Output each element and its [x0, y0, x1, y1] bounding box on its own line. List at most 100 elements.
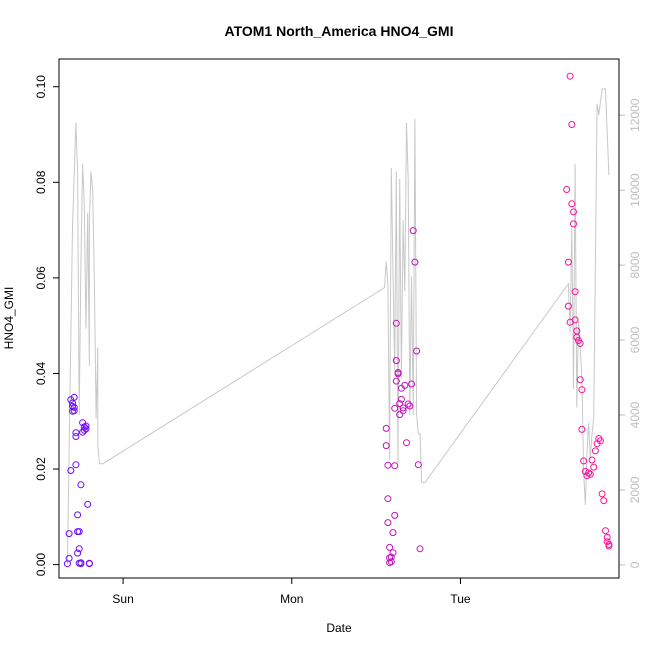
data-point — [384, 519, 392, 527]
data-point — [598, 490, 606, 498]
y2-tick-label: 6000 — [628, 326, 642, 353]
data-point — [605, 542, 613, 550]
data-point — [65, 554, 73, 562]
data-point — [580, 457, 588, 465]
data-point — [65, 530, 73, 538]
data-point — [568, 121, 576, 128]
data-point — [67, 467, 75, 474]
data-point — [382, 424, 390, 432]
data-point — [568, 200, 576, 208]
data-point — [70, 403, 78, 411]
altitude-line — [66, 88, 610, 565]
data-point — [80, 426, 88, 434]
data-point — [578, 386, 586, 394]
data-point — [571, 288, 579, 296]
data-point — [77, 559, 85, 567]
data-point — [566, 72, 574, 80]
plot-frame — [58, 58, 620, 579]
data-point — [396, 400, 404, 408]
data-point — [80, 423, 88, 431]
y2-tick-label: 8000 — [628, 251, 642, 278]
data-point — [399, 404, 407, 412]
x-tick-label: Tue — [450, 592, 471, 606]
data-point — [406, 402, 414, 410]
data-point — [69, 402, 76, 410]
data-point — [585, 469, 593, 477]
points-layer — [63, 72, 613, 568]
data-point — [75, 545, 83, 553]
data-point — [564, 302, 572, 310]
data-point — [386, 543, 394, 551]
y2-tick-label: 4000 — [628, 401, 642, 428]
data-point — [591, 447, 599, 455]
data-point — [576, 339, 584, 347]
data-point — [72, 461, 80, 469]
altitude-line-layer — [66, 88, 610, 565]
data-point — [387, 558, 395, 566]
data-point — [392, 377, 400, 385]
data-point — [409, 227, 417, 235]
data-point — [401, 381, 409, 389]
data-point — [387, 553, 395, 561]
chart-title: ATOM1 North_America HNO4_GMI — [225, 23, 454, 39]
data-point — [590, 463, 598, 471]
data-point — [70, 407, 78, 415]
data-point — [563, 186, 571, 193]
data-point — [578, 425, 586, 433]
data-point — [397, 395, 405, 403]
data-point — [84, 500, 92, 508]
y-tick-label: 0.02 — [34, 457, 48, 481]
data-point — [573, 333, 581, 341]
data-point — [404, 400, 412, 408]
x-tick-label: Sun — [112, 592, 133, 606]
data-point — [392, 357, 400, 365]
y2-tick-label: 2000 — [628, 476, 642, 503]
data-point — [74, 549, 82, 557]
data-point — [391, 511, 399, 519]
data-point — [72, 433, 80, 440]
axes: 0.00 0.02 0.04 0.06 0.08 0.10 0 2000 4000 6000 800… — [34, 75, 642, 606]
data-point — [384, 495, 392, 503]
data-point — [394, 369, 402, 376]
data-point — [384, 461, 392, 469]
data-point — [382, 442, 390, 450]
data-point — [570, 208, 577, 216]
data-point — [586, 470, 594, 478]
data-point — [77, 481, 85, 489]
data-point — [391, 462, 399, 470]
data-point — [588, 456, 596, 464]
y-tick-label: 0.00 — [34, 553, 48, 577]
data-point — [602, 527, 609, 535]
data-point — [391, 404, 399, 412]
x-tick-label: Mon — [280, 592, 303, 606]
data-point — [74, 511, 82, 519]
data-point — [392, 319, 400, 327]
data-point — [414, 461, 422, 469]
data-point — [70, 393, 78, 401]
data-point — [82, 425, 90, 433]
y-tick-label: 0.10 — [34, 75, 48, 99]
data-point — [75, 528, 83, 536]
data-point — [596, 437, 604, 445]
data-point — [72, 429, 80, 437]
data-point — [403, 439, 410, 447]
data-point — [85, 560, 93, 568]
data-point — [399, 407, 407, 415]
y-axis-label: HNO4_GMI — [2, 287, 16, 350]
data-point — [396, 411, 404, 419]
data-point — [603, 533, 611, 541]
y2-tick-label: 12000 — [628, 98, 642, 132]
y-tick-label: 0.04 — [34, 361, 48, 385]
data-point — [411, 258, 419, 266]
data-point — [600, 497, 608, 505]
y-tick-label: 0.06 — [34, 266, 48, 290]
data-point — [564, 258, 572, 266]
data-point — [570, 220, 577, 228]
data-point — [389, 549, 397, 557]
data-point — [413, 347, 421, 355]
data-point — [82, 422, 90, 430]
y-tick-label: 0.08 — [34, 170, 48, 194]
data-point — [408, 380, 415, 388]
data-point — [571, 316, 579, 324]
